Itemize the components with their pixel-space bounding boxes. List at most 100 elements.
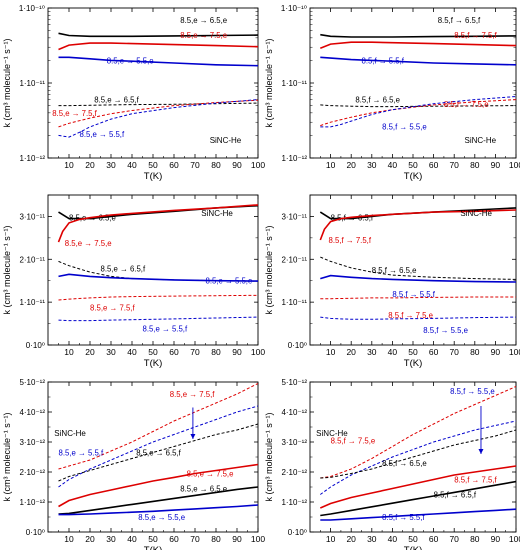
- x-tick-label: 60: [169, 347, 179, 357]
- series-line: [58, 423, 258, 482]
- series-line: [58, 99, 258, 138]
- plot-frame: [309, 7, 517, 159]
- y-tick-label: 5·10⁻¹²: [281, 378, 307, 387]
- y-tick-label: 3·10⁻¹¹: [19, 212, 45, 221]
- series-label: 8.5,e → 5.5,f: [80, 130, 125, 139]
- x-tick-label: 70: [190, 160, 200, 170]
- x-tick-label: 80: [470, 534, 480, 544]
- y-tick-label: 2·10⁻¹¹: [19, 255, 45, 264]
- series-label: 8.5,f → 7.5,e: [444, 100, 489, 109]
- x-tick-label: 20: [85, 347, 95, 357]
- series-label: 8.5,e → 7.5,f: [52, 109, 97, 118]
- y-tick-label: 1·10⁻¹⁰: [281, 4, 307, 13]
- x-tick-label: 80: [211, 534, 221, 544]
- series-line: [58, 504, 258, 516]
- series-label: 8.5,e → 6.5,e: [180, 16, 227, 25]
- series-label: 8.5,f → 5.5,f: [362, 57, 405, 66]
- x-tick-label: 100: [251, 534, 265, 544]
- x-tick-label: 60: [169, 160, 179, 170]
- series-label: 8.5,e → 5.5,e: [107, 57, 154, 66]
- x-tick-label: 30: [106, 160, 116, 170]
- x-tick-label: 90: [491, 534, 501, 544]
- y-axis-label: k (cm³ molecule⁻¹ s⁻¹): [2, 38, 12, 127]
- chart-panel-top-right: 10 20 30 40 50 60 70 80 90 100 1·10⁻¹² 1·10⁻¹¹ 1·10⁻…: [264, 4, 520, 182]
- series-label: 8.5,e → 5.5,f: [59, 449, 104, 458]
- series-line: [320, 296, 516, 300]
- x-tick-label: 30: [106, 347, 116, 357]
- series-label: 8.5,e → 6.5,f: [136, 449, 181, 458]
- x-tick-label: 40: [127, 160, 137, 170]
- x-tick-label: 100: [509, 160, 520, 170]
- y-tick-label: 0·10⁰: [26, 341, 45, 350]
- y-axis-label: k (cm³ molecule⁻¹ s⁻¹): [264, 412, 274, 501]
- series-label: 8.5,f → 6.5,e: [355, 96, 400, 105]
- series-label: 8.5,e → 7.5,e: [65, 239, 112, 248]
- x-tick-label: 30: [367, 160, 377, 170]
- series-label: 8.5,f → 5.5,e: [450, 387, 495, 396]
- x-tick-label: 50: [408, 160, 418, 170]
- series-line: [320, 256, 516, 280]
- system-annotation: SiNC-He: [316, 429, 348, 438]
- x-tick-label: 50: [148, 534, 158, 544]
- series-line: [319, 209, 516, 241]
- x-tick-label: 20: [85, 160, 95, 170]
- y-tick-label: 1·10⁻¹¹: [19, 298, 45, 307]
- x-tick-label: 50: [148, 347, 158, 357]
- x-tick-label: 10: [326, 347, 336, 357]
- series-label: 8.5,f → 7.5,f: [454, 476, 497, 485]
- series-line: [58, 463, 258, 508]
- series-label: 8.5,e → 6.5,e: [180, 485, 227, 494]
- x-axis-label: T(K): [144, 171, 162, 182]
- x-tick-label: 100: [509, 347, 520, 357]
- x-axis-label: T(K): [144, 358, 162, 369]
- arrow-head: [190, 434, 196, 439]
- series-line: [58, 273, 258, 282]
- x-tick-label: 90: [232, 534, 242, 544]
- series-label: 8.5,f → 7.5,f: [454, 31, 497, 40]
- x-tick-label: 70: [449, 347, 459, 357]
- series-label: 8.5,f → 7.5,e: [388, 311, 433, 320]
- series-label: 8.5,e → 5.5,e: [138, 513, 185, 522]
- x-tick-label: 20: [346, 347, 356, 357]
- x-axis-label: T(K): [404, 545, 422, 550]
- series-line: [58, 56, 258, 67]
- system-annotation: SiNC-He: [460, 209, 492, 218]
- x-tick-label: 10: [64, 160, 74, 170]
- y-tick-label: 3·10⁻¹¹: [281, 212, 307, 221]
- x-tick-label: 90: [491, 347, 501, 357]
- arrow-head: [478, 449, 484, 454]
- x-tick-label: 100: [251, 160, 265, 170]
- series-line: [320, 420, 516, 495]
- y-tick-label: 3·10⁻¹²: [281, 438, 307, 447]
- y-tick-label: 1·10⁻¹¹: [281, 298, 307, 307]
- x-tick-label: 30: [367, 534, 377, 544]
- chart-panel-bottom-right: 10 20 30 40 50 60 70 80 90 100 0·10⁰ 1·10⁻¹² 2·10⁻¹²…: [264, 378, 520, 550]
- x-tick-label: 10: [326, 160, 336, 170]
- system-annotation: SiNC-He: [54, 429, 86, 438]
- series-line: [320, 316, 516, 320]
- x-tick-label: 20: [85, 534, 95, 544]
- series-line: [320, 386, 516, 479]
- series-line: [320, 56, 516, 66]
- x-tick-label: 40: [388, 160, 398, 170]
- y-tick-label: 4·10⁻¹²: [281, 408, 307, 417]
- x-tick-label: 50: [408, 534, 418, 544]
- x-tick-label: 20: [346, 160, 356, 170]
- x-tick-label: 30: [106, 534, 116, 544]
- series-line: [57, 204, 258, 243]
- series-line: [58, 486, 258, 515]
- x-tick-label: 10: [64, 347, 74, 357]
- x-tick-label: 40: [388, 347, 398, 357]
- y-tick-label: 1·10⁻¹¹: [19, 79, 45, 88]
- series-label: 8.5,e → 7.5,f: [90, 304, 135, 313]
- series-line: [58, 32, 258, 38]
- x-tick-label: 40: [388, 534, 398, 544]
- y-axis-label: k (cm³ molecule⁻¹ s⁻¹): [2, 412, 12, 501]
- x-tick-label: 40: [127, 347, 137, 357]
- chart-panel-middle-right: 10 20 30 40 50 60 70 80 90 100 0·10⁰ 1·10⁻¹¹ 2·10⁻¹¹…: [264, 194, 520, 369]
- y-tick-label: 0·10⁰: [288, 341, 307, 350]
- series-line: [58, 42, 258, 51]
- x-tick-label: 60: [169, 534, 179, 544]
- series-line: [320, 274, 516, 283]
